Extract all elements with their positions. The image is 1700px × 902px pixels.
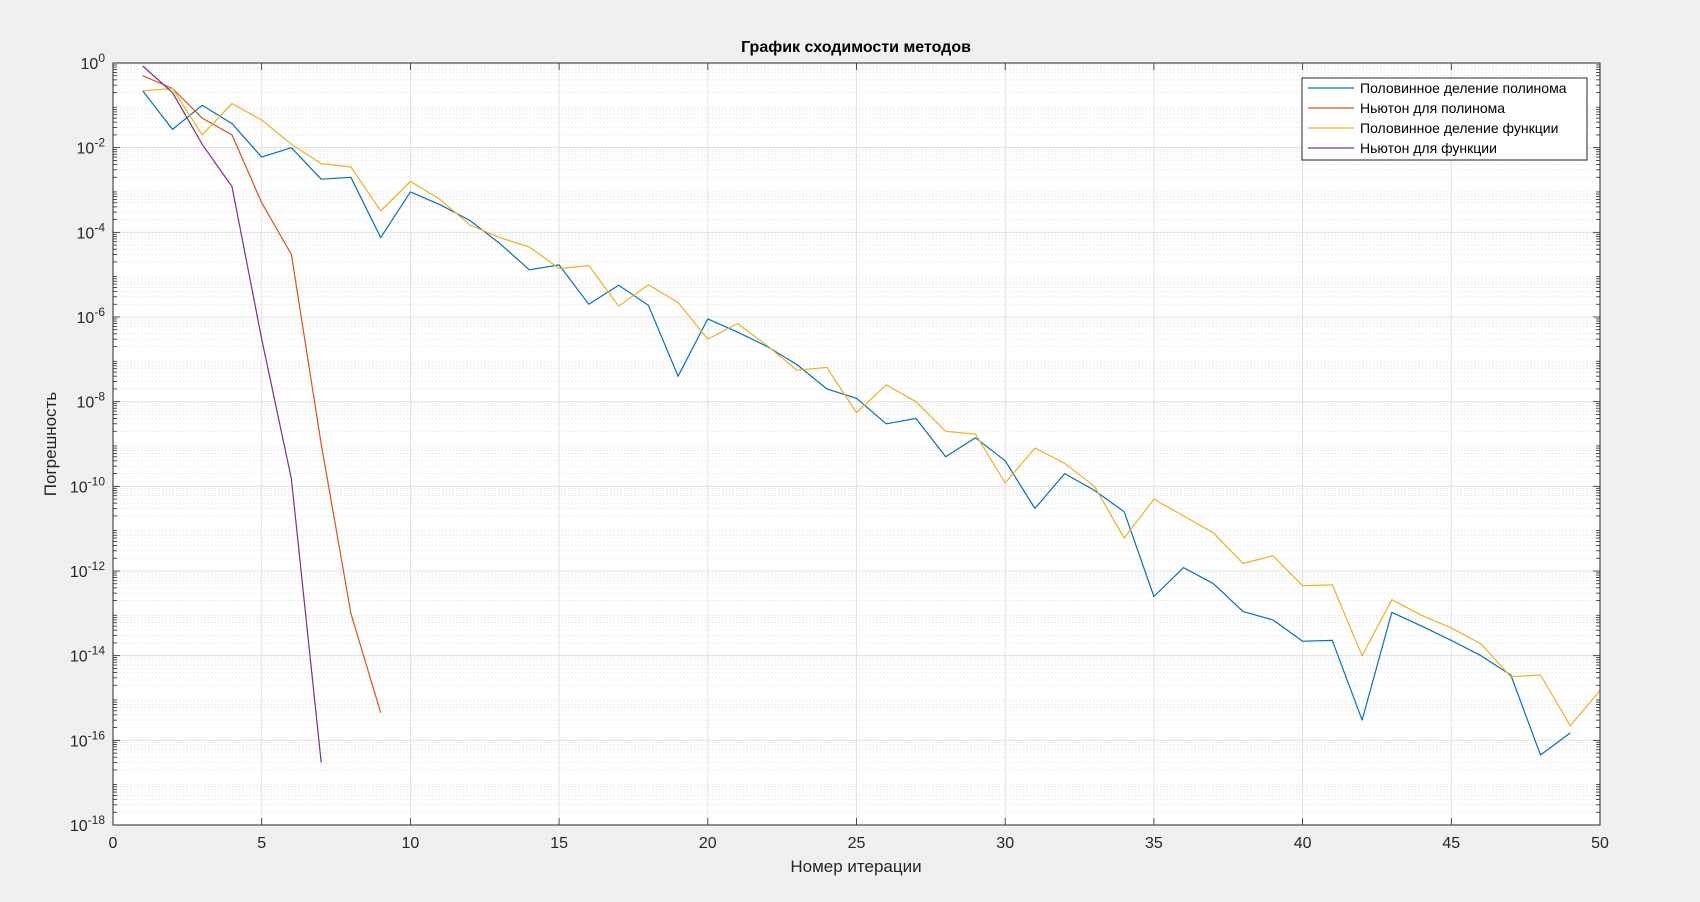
series-line-2 <box>142 87 1601 727</box>
series-layer <box>142 65 1601 763</box>
y-tick-label: 10-12 <box>70 559 105 581</box>
y-tick-label: 10-8 <box>77 390 106 412</box>
x-tick-label: 45 <box>1442 835 1460 852</box>
x-axis-label: Номер итерации <box>790 857 921 876</box>
y-tick-label: 10-14 <box>70 644 105 666</box>
x-tick-label: 30 <box>996 835 1014 852</box>
y-tick-label: 100 <box>81 51 106 73</box>
x-tick-label: 10 <box>402 835 420 852</box>
x-tick-label: 15 <box>550 835 568 852</box>
y-tick-label: 10-18 <box>70 813 105 835</box>
y-tick-label: 10-10 <box>70 474 105 496</box>
x-tick-label: 50 <box>1591 835 1609 852</box>
y-tick-label: 10-6 <box>77 305 106 327</box>
y-axis-label: Погрешность <box>41 392 60 497</box>
legend-label-1: Ньютон для полинома <box>1360 100 1505 116</box>
series-line-0 <box>142 90 1571 756</box>
y-tick-label: 10-4 <box>77 220 106 242</box>
x-tick-label: 35 <box>1145 835 1163 852</box>
legend-label-2: Половинное деление функции <box>1360 120 1558 136</box>
x-tick-label: 40 <box>1294 835 1312 852</box>
y-tick-label: 10-2 <box>77 136 106 158</box>
legend-entry-0: Половинное деление полинома <box>1308 80 1567 96</box>
x-tick-labels: 0 5 10 15 20 25 30 35 40 45 50 <box>109 835 1609 852</box>
legend-label-3: Ньютон для функции <box>1360 140 1497 156</box>
x-tick-label: 0 <box>109 835 118 852</box>
chart-title: График сходимости методов <box>741 39 971 56</box>
y-tick-labels: 100 10-2 10-4 10-6 10-8 10-10 10-12 10-14 10-16 1… <box>70 51 105 835</box>
legend-box <box>1301 77 1588 161</box>
series-line-1 <box>142 75 382 713</box>
x-tick-label: 25 <box>848 835 866 852</box>
x-tick-label: 5 <box>257 835 266 852</box>
legend-entry-3: Ньютон для функции <box>1308 140 1497 156</box>
ticks-layer <box>112 62 1601 826</box>
y-tick-label: 10-16 <box>70 728 105 750</box>
series-line-3 <box>142 65 322 763</box>
legend: Половинное деление полинома Ньютон для п… <box>1301 77 1588 161</box>
legend-entry-2: Половинное деление функции <box>1308 120 1558 136</box>
x-tick-label: 20 <box>699 835 717 852</box>
legend-entry-1: Ньютон для полинома <box>1308 100 1505 116</box>
legend-label-0: Половинное деление полинома <box>1360 80 1567 96</box>
